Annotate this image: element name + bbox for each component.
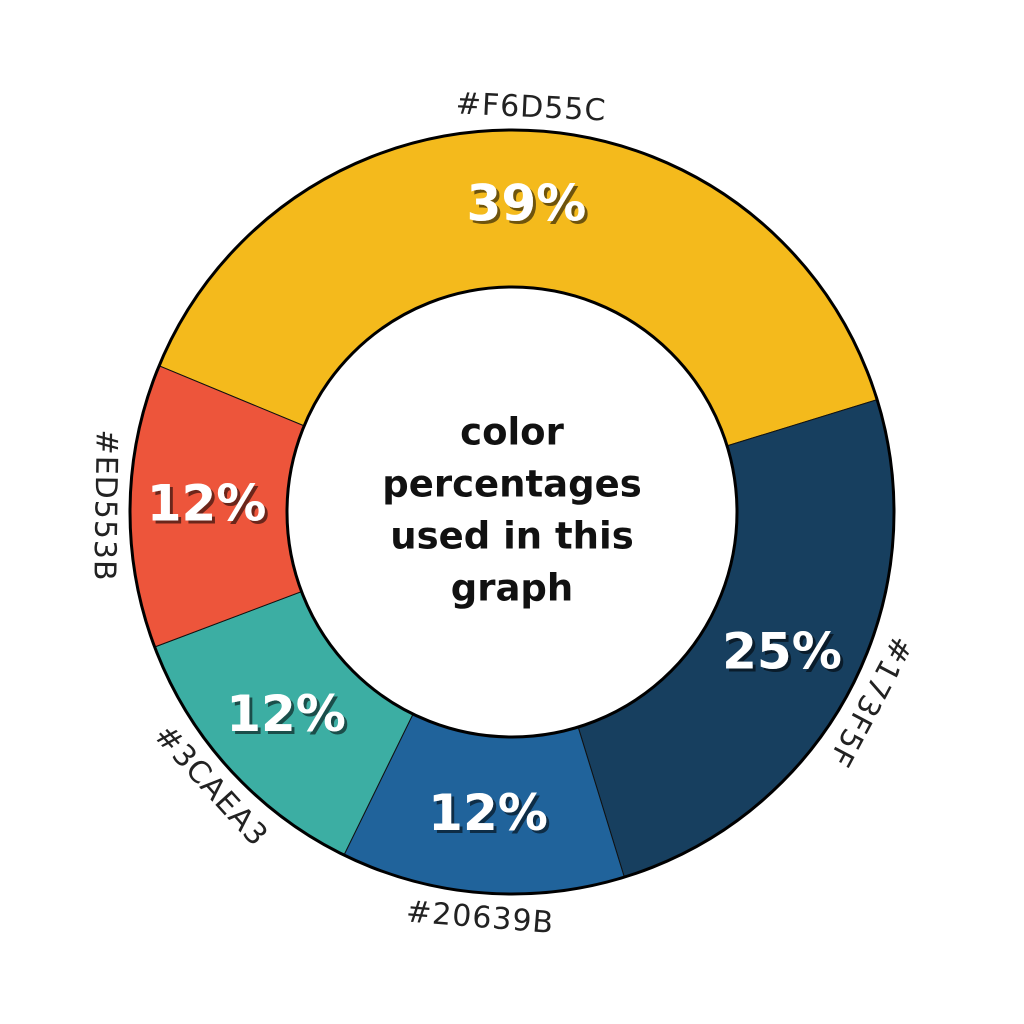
center-text: color <box>460 411 564 454</box>
value-label: 12% <box>147 475 267 533</box>
center-text: used in this <box>390 515 633 558</box>
category-label: #20639B <box>405 894 555 941</box>
category-label: #F6D55C <box>455 86 607 128</box>
outer-ring <box>128 128 896 896</box>
category-label: #ED553B <box>86 429 123 582</box>
center-text: graph <box>451 567 574 610</box>
value-label: 25% <box>722 622 842 680</box>
value-label: 12% <box>428 784 548 842</box>
value-label: 39% <box>467 174 587 232</box>
value-label: 12% <box>226 685 346 743</box>
inner-ring <box>285 285 739 739</box>
center-text: percentages <box>382 463 641 506</box>
